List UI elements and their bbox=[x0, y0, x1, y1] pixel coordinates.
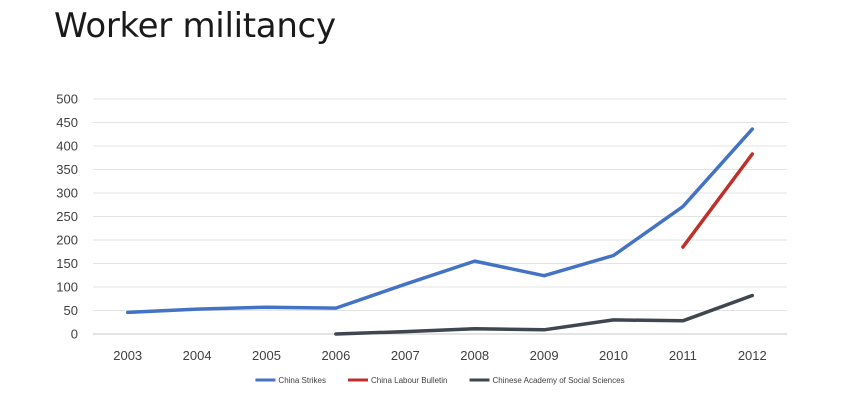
data-point bbox=[473, 327, 477, 331]
data-point bbox=[473, 259, 477, 263]
data-point bbox=[681, 205, 685, 209]
data-point bbox=[681, 319, 685, 323]
y-tick-label: 50 bbox=[64, 303, 78, 318]
data-point bbox=[750, 293, 754, 297]
legend-label: Chinese Academy of Social Sciences bbox=[493, 376, 625, 385]
y-tick-label: 250 bbox=[56, 209, 78, 224]
x-tick-label: 2007 bbox=[391, 348, 420, 363]
legend-label: China Labour Bulletin bbox=[371, 376, 448, 385]
x-tick-label: 2010 bbox=[599, 348, 628, 363]
y-tick-label: 500 bbox=[56, 92, 78, 107]
data-point bbox=[403, 330, 407, 334]
y-tick-label: 100 bbox=[56, 280, 78, 295]
y-tick-label: 300 bbox=[56, 186, 78, 201]
data-point bbox=[126, 310, 130, 314]
x-axis-ticks: 2003 2004 2005 2006 2007 2008 2009 2010 2011 2012 bbox=[113, 348, 767, 363]
slide-title: Worker militancy bbox=[54, 6, 336, 46]
data-point bbox=[681, 245, 685, 249]
series-line-1 bbox=[125, 127, 755, 315]
series-lines bbox=[125, 127, 755, 336]
data-point bbox=[542, 328, 546, 332]
x-tick-label: 2012 bbox=[738, 348, 767, 363]
series-line-3 bbox=[334, 293, 755, 336]
x-tick-label: 2005 bbox=[252, 348, 281, 363]
legend: China Strikes China Labour Bulletin Chines… bbox=[255, 376, 625, 385]
x-tick-label: 2008 bbox=[460, 348, 489, 363]
data-point bbox=[542, 274, 546, 278]
y-tick-label: 400 bbox=[56, 139, 78, 154]
y-tick-label: 200 bbox=[56, 233, 78, 248]
data-point bbox=[612, 254, 616, 258]
y-axis-ticks: 0 50 100 150 200 250 300 350 400 450 500 bbox=[56, 92, 78, 342]
data-point bbox=[195, 307, 199, 311]
x-tick-label: 2003 bbox=[113, 348, 142, 363]
gridlines bbox=[93, 98, 787, 335]
x-tick-label: 2004 bbox=[183, 348, 212, 363]
x-tick-label: 2011 bbox=[669, 348, 697, 363]
y-tick-label: 0 bbox=[71, 327, 78, 342]
y-tick-label: 150 bbox=[56, 256, 78, 271]
legend-label: China Strikes bbox=[278, 376, 326, 385]
data-point bbox=[750, 152, 754, 156]
data-point bbox=[750, 127, 754, 131]
data-point bbox=[403, 282, 407, 286]
y-tick-label: 350 bbox=[56, 162, 78, 177]
data-point bbox=[334, 306, 338, 310]
y-tick-label: 450 bbox=[56, 115, 78, 130]
x-tick-label: 2009 bbox=[530, 348, 559, 363]
series-line-2 bbox=[681, 152, 755, 249]
data-point bbox=[265, 305, 269, 309]
data-point bbox=[612, 318, 616, 322]
x-tick-label: 2006 bbox=[321, 348, 350, 363]
data-point bbox=[334, 332, 338, 336]
